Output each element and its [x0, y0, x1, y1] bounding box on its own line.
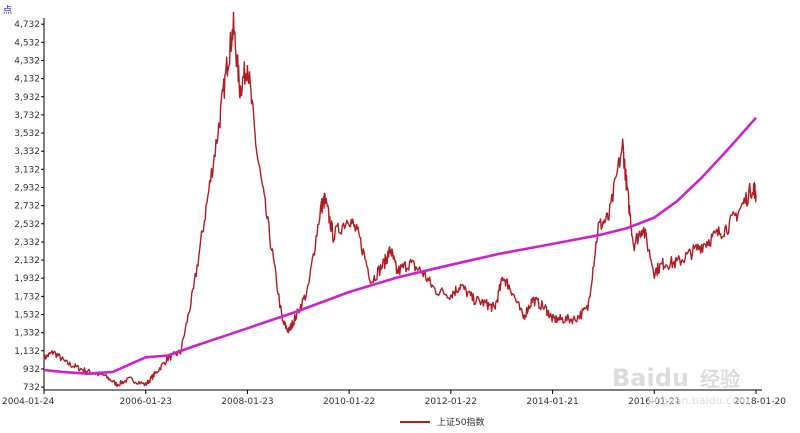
watermark-brand: Baidu	[612, 364, 689, 392]
y-tick-label: 3,532	[14, 129, 40, 139]
plot-area	[43, 18, 762, 391]
y-tick-label: 3,132	[14, 165, 40, 175]
x-tick-label: 2008-01-23	[221, 397, 273, 407]
x-tick-label: 2018-01-20	[734, 397, 787, 407]
series-line-index	[43, 11, 757, 388]
y-tick-label: 2,332	[14, 238, 40, 248]
y-tick-label: 4,332	[14, 56, 40, 66]
watermark-url: jingyan.baidu.com	[647, 394, 750, 407]
x-axis-ticks: 2004-01-24 2006-01-23 2008-01-23 2010-01-22…	[2, 390, 786, 407]
watermark-product: 经验	[700, 367, 740, 391]
y-tick-label: 2,532	[14, 220, 40, 230]
x-tick-label: 2012-01-22	[425, 397, 477, 407]
series-layer	[43, 11, 757, 388]
y-tick-label: 3,732	[14, 111, 40, 121]
x-tick-label: 2010-01-22	[323, 397, 375, 407]
x-tick-label: 2004-01-24	[2, 397, 55, 407]
y-tick-label: 732	[23, 383, 40, 393]
y-tick-label: 2,932	[14, 183, 40, 193]
y-tick-label: 4,532	[14, 38, 40, 48]
y-tick-label: 932	[23, 365, 40, 375]
x-tick-label: 2014-01-21	[526, 397, 578, 407]
y-tick-label: 4,732	[14, 20, 40, 30]
y-tick-label: 1,332	[14, 329, 40, 339]
y-axis-ticks: 732 932 1,132 1,332 1,532 1,732 1,932 2,132 2,33…	[14, 20, 44, 393]
y-unit-label: 点	[3, 5, 12, 16]
legend-label: 上证50指数	[437, 416, 484, 428]
watermark: Baidu 经验 jingyan.baidu.com	[612, 364, 750, 407]
y-tick-label: 3,932	[14, 93, 40, 103]
y-tick-label: 2,732	[14, 202, 40, 212]
y-tick-label: 3,332	[14, 147, 40, 157]
x-tick-label: 2006-01-23	[120, 397, 172, 407]
y-tick-label: 4,132	[14, 75, 40, 85]
y-tick-label: 2,132	[14, 256, 40, 266]
y-tick-label: 1,532	[14, 311, 40, 321]
y-tick-label: 1,932	[14, 274, 40, 284]
y-tick-label: 1,732	[14, 292, 40, 302]
legend: 上证50指数	[400, 416, 484, 428]
series-line-trend	[43, 116, 757, 376]
y-tick-label: 1,132	[14, 347, 40, 357]
x-tick-label: 2016-01-21	[628, 397, 680, 407]
